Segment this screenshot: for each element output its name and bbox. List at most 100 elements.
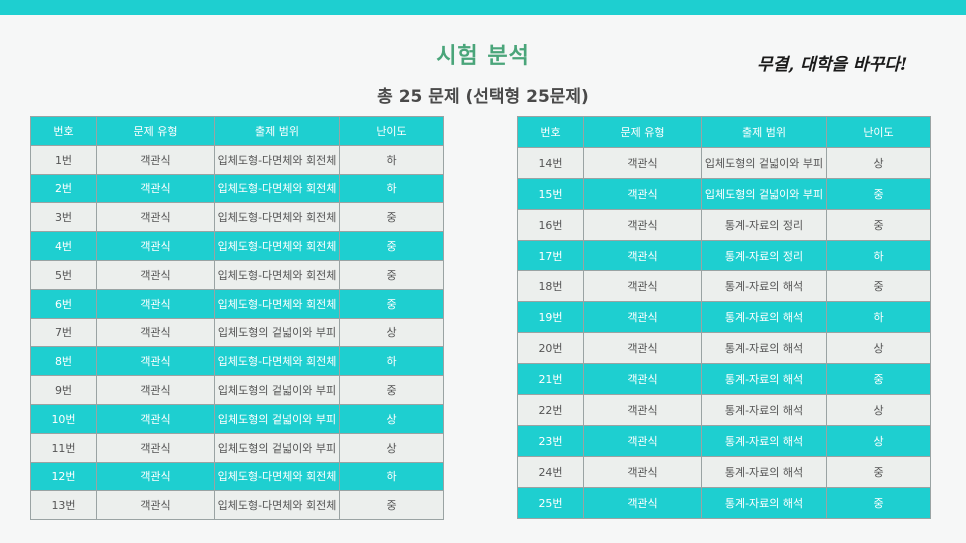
header-scope: 출제 범위 (701, 116, 827, 148)
cell-scope: 입체도형의 겉넓이와 부피 (214, 375, 340, 405)
cell-type: 객관식 (583, 177, 702, 210)
cell-scope: 입체도형-다면체와 회전체 (214, 490, 340, 521)
cell-type: 객관식 (96, 461, 215, 492)
cell-number: 25번 (517, 486, 584, 519)
question-table-right: 번호 문제 유형 출제 범위 난이도 14번 객관식 입체도형의 겉넓이와 부피 상 1… (517, 116, 931, 519)
cell-difficulty: 상 (339, 432, 444, 463)
table-row: 16번 객관식 통계-자료의 정리 중 (517, 208, 931, 241)
cell-difficulty: 하 (826, 301, 931, 334)
cell-type: 객관식 (96, 231, 215, 261)
cell-number: 19번 (517, 301, 584, 334)
cell-difficulty: 하 (826, 239, 931, 272)
cell-number: 15번 (517, 177, 584, 210)
question-table-left: 번호 문제 유형 출제 범위 난이도 1번 객관식 입체도형-다면체와 회전체 하 2번… (30, 116, 444, 521)
cell-number: 24번 (517, 455, 584, 488)
header-number: 번호 (30, 116, 97, 146)
cell-difficulty: 중 (826, 486, 931, 519)
cell-difficulty: 하 (339, 144, 444, 175)
cell-number: 7번 (30, 317, 97, 348)
table-row: 7번 객관식 입체도형의 겉넓이와 부피 상 (30, 317, 444, 348)
cell-scope: 통계-자료의 해석 (701, 363, 827, 396)
cell-difficulty: 중 (826, 270, 931, 303)
cell-type: 객관식 (96, 490, 215, 521)
cell-number: 6번 (30, 288, 97, 319)
cell-scope: 통계-자료의 해석 (701, 455, 827, 488)
cell-type: 객관식 (583, 486, 702, 519)
table-header-row: 번호 문제 유형 출제 범위 난이도 (30, 116, 444, 146)
table-row: 17번 객관식 통계-자료의 정리 하 (517, 239, 931, 272)
cell-number: 10번 (30, 403, 97, 434)
cell-scope: 통계-자료의 해석 (701, 270, 827, 303)
cell-type: 객관식 (583, 146, 702, 179)
cell-scope: 통계-자료의 해석 (701, 394, 827, 426)
cell-type: 객관식 (96, 288, 215, 319)
cell-difficulty: 하 (339, 173, 444, 204)
cell-number: 9번 (30, 375, 97, 405)
cell-scope: 입체도형의 겉넓이와 부피 (214, 432, 340, 463)
cell-scope: 입체도형-다면체와 회전체 (214, 173, 340, 204)
cell-type: 객관식 (96, 375, 215, 405)
page-subtitle: 총 25 문제 (선택형 25문제) (377, 87, 589, 107)
cell-difficulty: 상 (826, 394, 931, 426)
table-row: 15번 객관식 입체도형의 겉넓이와 부피 중 (517, 177, 931, 210)
cell-scope: 입체도형-다면체와 회전체 (214, 144, 340, 175)
table-row: 22번 객관식 통계-자료의 해석 상 (517, 394, 931, 426)
cell-scope: 입체도형-다면체와 회전체 (214, 346, 340, 377)
cell-difficulty: 하 (339, 346, 444, 377)
header-type: 문제 유형 (96, 116, 215, 146)
cell-difficulty: 중 (339, 288, 444, 319)
table-row: 12번 객관식 입체도형-다면체와 회전체 하 (30, 461, 444, 492)
cell-difficulty: 하 (339, 461, 444, 492)
cell-number: 16번 (517, 208, 584, 241)
cell-scope: 입체도형-다면체와 회전체 (214, 461, 340, 492)
table-row: 24번 객관식 통계-자료의 해석 중 (517, 455, 931, 488)
table-row: 3번 객관식 입체도형-다면체와 회전체 중 (30, 202, 444, 233)
table-row: 13번 객관식 입체도형-다면체와 회전체 중 (30, 490, 444, 521)
cell-number: 4번 (30, 231, 97, 261)
cell-number: 1번 (30, 144, 97, 175)
cell-scope: 통계-자료의 해석 (701, 301, 827, 334)
cell-number: 8번 (30, 346, 97, 377)
header-number: 번호 (517, 116, 584, 148)
header-scope: 출제 범위 (214, 116, 340, 146)
table-row: 19번 객관식 통계-자료의 해석 하 (517, 301, 931, 334)
table-row: 4번 객관식 입체도형-다면체와 회전체 중 (30, 231, 444, 261)
header-difficulty: 난이도 (826, 116, 931, 148)
cell-number: 13번 (30, 490, 97, 521)
cell-number: 23번 (517, 424, 584, 457)
cell-type: 객관식 (96, 432, 215, 463)
table-row: 11번 객관식 입체도형의 겉넓이와 부피 상 (30, 432, 444, 463)
cell-scope: 통계-자료의 정리 (701, 208, 827, 241)
cell-difficulty: 중 (339, 490, 444, 521)
cell-difficulty: 상 (339, 317, 444, 348)
cell-difficulty: 중 (826, 208, 931, 241)
cell-number: 3번 (30, 202, 97, 233)
cell-type: 객관식 (96, 202, 215, 233)
cell-scope: 입체도형-다면체와 회전체 (214, 231, 340, 261)
cell-difficulty: 중 (826, 363, 931, 396)
cell-number: 5번 (30, 259, 97, 290)
cell-number: 22번 (517, 394, 584, 426)
table-row: 20번 객관식 통계-자료의 해석 상 (517, 332, 931, 365)
cell-type: 객관식 (96, 173, 215, 204)
cell-number: 18번 (517, 270, 584, 303)
cell-scope: 입체도형-다면체와 회전체 (214, 259, 340, 290)
cell-scope: 입체도형의 겉넓이와 부피 (701, 177, 827, 210)
cell-scope: 통계-자료의 정리 (701, 239, 827, 272)
cell-type: 객관식 (583, 332, 702, 365)
slogan-logo: 무결, 대학을 바꾸다! (757, 55, 907, 75)
table-row: 10번 객관식 입체도형의 겉넓이와 부피 상 (30, 403, 444, 434)
cell-difficulty: 중 (339, 375, 444, 405)
cell-difficulty: 중 (339, 259, 444, 290)
slogan-text: 무결, 대학을 바꾸다! (757, 55, 907, 75)
cell-type: 객관식 (583, 270, 702, 303)
cell-type: 객관식 (583, 394, 702, 426)
cell-number: 2번 (30, 173, 97, 204)
cell-difficulty: 상 (826, 424, 931, 457)
cell-difficulty: 상 (339, 403, 444, 434)
table-row: 21번 객관식 통계-자료의 해석 중 (517, 363, 931, 396)
cell-type: 객관식 (583, 363, 702, 396)
cell-scope: 통계-자료의 해석 (701, 332, 827, 365)
table-row: 6번 객관식 입체도형-다면체와 회전체 중 (30, 288, 444, 319)
cell-difficulty: 중 (826, 177, 931, 210)
